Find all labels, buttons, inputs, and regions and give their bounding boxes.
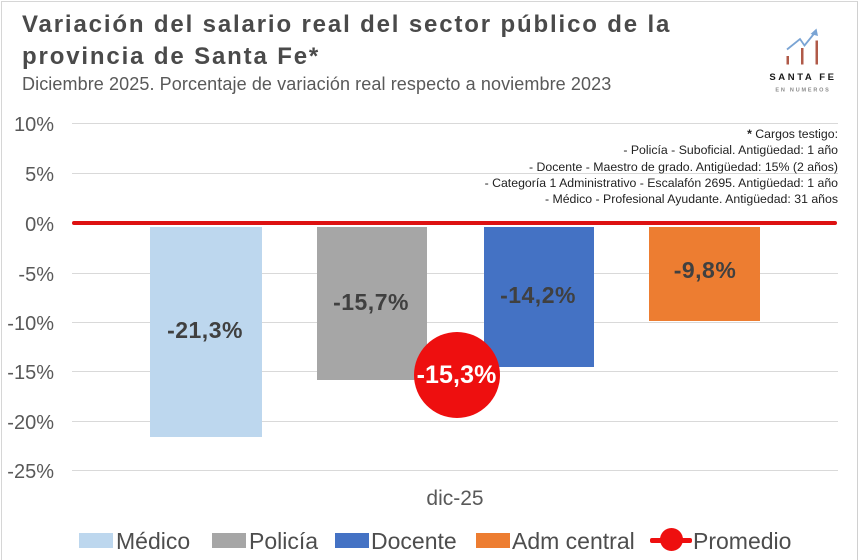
svg-text:EN NUMEROS: EN NUMEROS — [775, 88, 830, 94]
svg-text:SANTA FE: SANTA FE — [769, 72, 836, 83]
